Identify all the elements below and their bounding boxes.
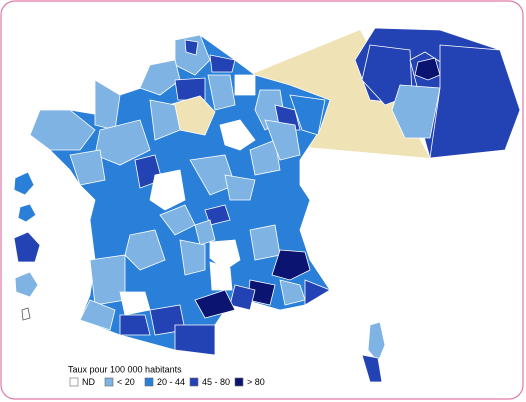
department <box>414 57 441 81</box>
department <box>124 229 166 271</box>
department <box>13 171 35 196</box>
department <box>429 44 521 159</box>
department <box>149 169 186 211</box>
department <box>391 84 441 139</box>
department <box>304 279 331 306</box>
department <box>234 74 256 96</box>
department <box>367 321 386 363</box>
department <box>13 231 41 263</box>
legend: Taux pour 100 000 habitants ND < 20 20 - 4… <box>68 364 265 387</box>
department <box>149 99 181 141</box>
mainland <box>29 34 331 356</box>
legend-label: 45 - 80 <box>202 377 230 387</box>
department <box>119 314 151 336</box>
department <box>264 119 301 161</box>
legend-label: > 80 <box>247 377 265 387</box>
department <box>219 119 256 151</box>
department <box>194 289 236 319</box>
department <box>17 203 37 223</box>
legend-swatch <box>69 377 79 387</box>
legend-swatch <box>234 377 244 387</box>
legend-title: Taux pour 100 000 habitants <box>68 364 182 374</box>
department <box>209 239 241 271</box>
department <box>271 249 311 281</box>
department <box>194 219 216 246</box>
overseas <box>13 171 41 321</box>
legend-swatch <box>144 377 154 387</box>
inset <box>354 27 521 159</box>
department <box>174 77 206 101</box>
department <box>289 94 326 136</box>
department <box>69 149 106 186</box>
department <box>179 239 206 276</box>
corsica <box>361 321 386 383</box>
department <box>249 139 281 176</box>
department <box>14 271 39 298</box>
legend-items: ND < 20 20 - 44 45 - 80 > 80 <box>69 377 265 387</box>
department <box>89 254 126 306</box>
department <box>361 354 383 383</box>
department <box>249 224 281 261</box>
legend-label: < 20 <box>117 377 135 387</box>
department <box>229 284 256 311</box>
legend-label: 20 - 44 <box>157 377 185 387</box>
department <box>209 261 233 291</box>
department <box>224 174 256 201</box>
department <box>207 74 236 111</box>
department <box>174 324 216 356</box>
department <box>139 59 181 96</box>
department <box>209 54 236 73</box>
legend-label: ND <box>82 377 95 387</box>
department <box>79 299 116 331</box>
department <box>29 109 96 151</box>
department <box>184 39 199 56</box>
department <box>204 204 231 226</box>
department <box>21 307 31 321</box>
legend-swatch <box>189 377 199 387</box>
legend-swatch <box>104 377 114 387</box>
